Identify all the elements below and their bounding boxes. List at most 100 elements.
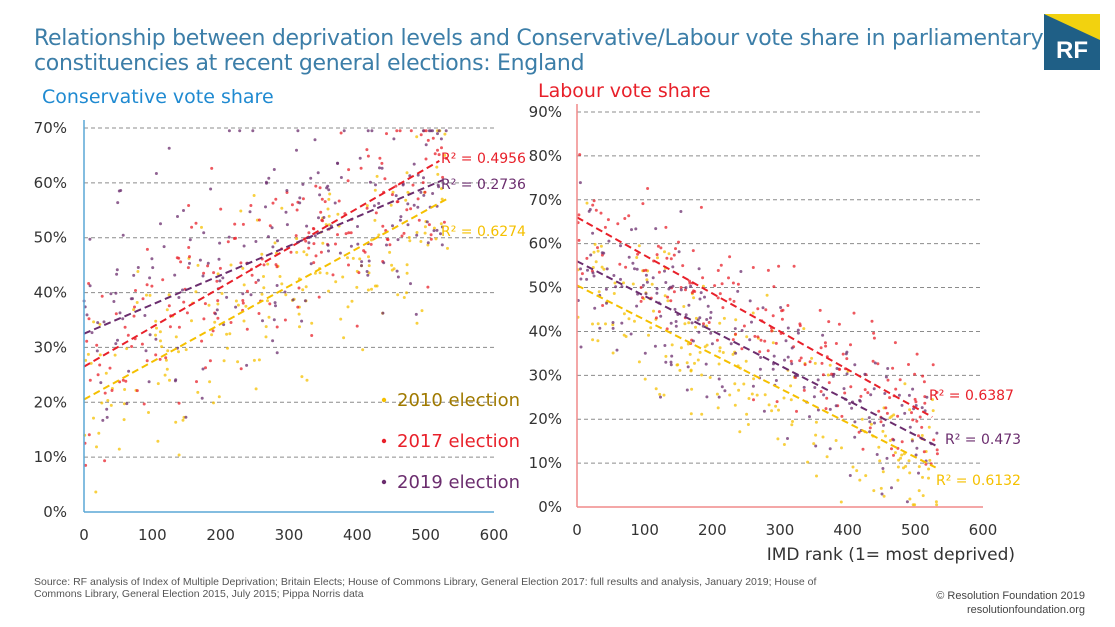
lab-point-e2010 [888,439,892,442]
lab-point-e2010 [810,356,814,360]
con-point-e2010 [207,303,211,307]
lab-point-e2017 [827,381,831,385]
lab-point-e2010 [879,486,883,490]
lab-point-e2017 [736,282,740,286]
con-point-e2019 [102,320,106,324]
con-point-e2019 [326,243,330,247]
lab-point-e2010 [882,494,886,498]
con-point-e2010 [405,263,409,267]
con-point-e2019 [114,291,118,295]
con-point-e2010 [222,359,226,363]
con-point-e2010 [89,361,93,365]
con-point-e2017 [386,238,390,242]
lab-point-e2010 [921,494,925,498]
con-point-e2019 [377,201,381,205]
lab-point-e2019 [659,395,662,399]
con-point-e2017 [168,325,172,329]
con-point-e2010 [302,250,306,254]
lab-point-e2010 [683,322,687,326]
lab-point-e2019 [920,406,924,410]
con-point-e2017 [378,156,382,160]
con-point-e2010 [432,226,436,230]
con-point-e2019 [406,202,410,206]
con-point-e2010 [297,312,301,316]
lab-point-e2019 [669,321,673,325]
lab-point-e2017 [775,400,779,404]
lab-point-e2017 [923,401,927,405]
con-point-e2010 [325,271,329,275]
con-point-e2019 [162,245,166,249]
lab-point-e2010 [745,412,749,416]
con-point-e2017 [257,312,261,315]
lab-point-e2017 [677,240,680,244]
lab-point-e2017 [921,374,925,378]
lab-point-e2019 [897,393,901,397]
con-point-e2019 [298,196,302,200]
con-point-e2017 [337,199,341,203]
con-point-e2019 [173,273,177,277]
con-point-e2019 [275,351,279,355]
con-point-e2010 [266,299,269,303]
con-point-e2019 [176,215,179,218]
lab-point-e2019 [748,299,752,303]
con-point-e2019 [291,298,295,302]
lab-point-e2019 [786,437,789,440]
lab-point-e2010 [828,363,832,367]
con-point-e2019 [356,225,359,228]
con-point-e2017 [208,359,212,363]
con-point-e2010 [252,194,256,197]
lab-point-e2010 [622,333,626,337]
con-point-e2019 [284,210,288,214]
lab-point-e2019 [903,411,907,415]
con-point-e2019 [151,266,155,270]
con-point-e2019 [266,235,270,239]
con-point-e2010 [415,135,419,139]
lab-point-e2017 [935,390,939,394]
con-point-e2010 [415,321,419,325]
lab-point-e2019 [915,446,919,450]
con-point-e2010 [440,187,443,191]
con-point-e2017 [211,329,215,333]
lab-point-e2010 [647,333,650,337]
con-point-e2019 [298,201,302,205]
con-point-e2010 [220,292,224,295]
lab-point-e2010 [622,312,626,316]
lab-point-e2019 [834,404,838,408]
con-point-e2017 [108,366,112,370]
con-point-e2010 [264,335,268,339]
con-point-e2010 [163,373,167,377]
con-point-e2017 [234,236,238,240]
lab-point-e2010 [935,503,939,507]
con-r2-label-e2010: R² = 0.6274 [441,224,526,240]
lab-point-e2019 [758,367,762,371]
con-point-e2017 [381,224,385,228]
con-point-e2010 [328,192,332,196]
source-line-1: Source: RF analysis of Index of Multiple… [34,576,817,588]
con-point-e2017 [423,190,427,194]
con-point-e2019 [313,234,317,238]
con-point-e2010 [200,225,203,229]
lab-point-e2010 [903,382,907,386]
con-point-e2017 [210,166,214,170]
con-point-e2010 [208,380,212,384]
lab-point-e2019 [709,331,713,335]
con-point-e2019 [327,249,330,253]
lab-point-e2017 [656,244,660,248]
con-point-e2010 [443,132,447,136]
lab-point-e2017 [702,322,705,326]
legend-marker-e2010 [381,397,387,403]
lab-point-e2019 [663,344,667,347]
con-point-e2019 [267,176,271,180]
lab-point-e2010 [900,453,904,457]
con-point-e2010 [194,290,198,294]
lab-point-e2017 [596,246,599,250]
lab-point-e2010 [689,412,693,416]
lab-point-e2017 [577,213,581,217]
con-point-e2019 [415,233,419,237]
con-point-e2019 [182,209,185,212]
lab-point-e2019 [659,314,663,318]
lab-point-e2010 [742,382,746,386]
con-point-e2019 [339,176,343,179]
con-point-e2019 [200,396,204,400]
lab-point-e2017 [664,225,668,229]
